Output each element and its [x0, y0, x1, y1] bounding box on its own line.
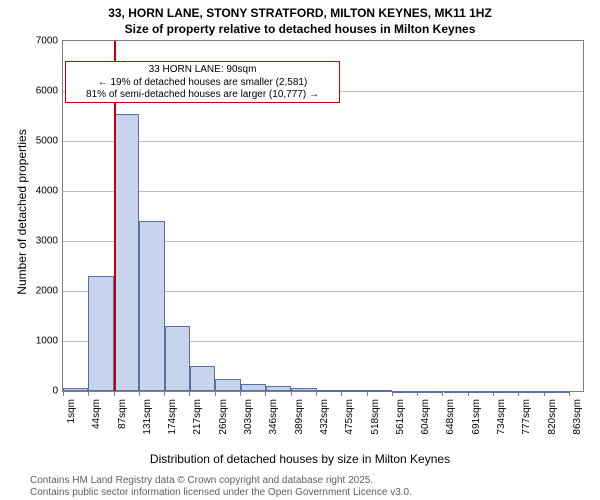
y-tick-label: 4000 — [23, 186, 58, 197]
x-tick-label: 346sqm — [268, 399, 279, 435]
x-tick-label: 604sqm — [420, 399, 431, 435]
histogram-bar — [114, 114, 139, 392]
x-tick-label: 217sqm — [192, 399, 203, 435]
x-tick-label: 44sqm — [91, 399, 102, 429]
x-tick-label: 691sqm — [471, 399, 482, 435]
x-tick-label: 648sqm — [445, 399, 456, 435]
annotation-line1: 33 HORN LANE: 90sqm — [68, 64, 337, 77]
x-tick-label: 174sqm — [167, 399, 178, 435]
chart-container: 33, HORN LANE, STONY STRATFORD, MILTON K… — [0, 0, 600, 500]
y-tick-label: 0 — [23, 386, 58, 397]
x-tick-label: 777sqm — [521, 399, 532, 435]
x-tick-label: 518sqm — [370, 399, 381, 435]
x-tick — [316, 391, 317, 396]
y-tick-label: 7000 — [23, 36, 58, 47]
histogram-bar — [317, 390, 342, 392]
histogram-bar — [545, 391, 570, 393]
x-tick-label: 475sqm — [344, 399, 355, 435]
histogram-bar — [165, 326, 190, 391]
histogram-bar — [519, 391, 544, 393]
x-tick — [164, 391, 165, 396]
x-tick-label: 87sqm — [117, 399, 128, 429]
x-tick-label: 131sqm — [142, 399, 153, 435]
y-tick-label: 6000 — [23, 86, 58, 97]
x-tick — [139, 391, 140, 396]
x-tick-label: 734sqm — [496, 399, 507, 435]
y-gridline — [63, 191, 583, 192]
histogram-bar — [367, 390, 392, 392]
y-tick-label: 3000 — [23, 236, 58, 247]
x-tick-label: 260sqm — [218, 399, 229, 435]
histogram-bar — [63, 388, 88, 392]
histogram-bar — [392, 391, 417, 393]
x-tick-label: 432sqm — [319, 399, 330, 435]
chart-title-line2: Size of property relative to detached ho… — [0, 22, 600, 36]
annotation-box: 33 HORN LANE: 90sqm← 19% of detached hou… — [65, 61, 340, 103]
x-tick — [265, 391, 266, 396]
x-tick — [63, 391, 64, 396]
x-tick — [240, 391, 241, 396]
histogram-bar — [215, 379, 240, 392]
x-tick-label: 820sqm — [547, 399, 558, 435]
x-tick — [88, 391, 89, 396]
footer-line1: Contains HM Land Registry data © Crown c… — [30, 475, 373, 486]
histogram-bar — [418, 391, 443, 393]
histogram-bar — [291, 388, 316, 391]
x-tick — [114, 391, 115, 396]
chart-title-line1: 33, HORN LANE, STONY STRATFORD, MILTON K… — [0, 6, 600, 20]
annotation-line3: 81% of semi-detached houses are larger (… — [68, 89, 337, 102]
x-tick-label: 863sqm — [572, 399, 583, 435]
x-tick — [291, 391, 292, 396]
y-tick-label: 2000 — [23, 286, 58, 297]
x-axis-label: Distribution of detached houses by size … — [0, 452, 600, 466]
histogram-bar — [494, 391, 519, 393]
x-tick — [215, 391, 216, 396]
histogram-bar — [266, 386, 291, 391]
x-tick-label: 1sqm — [66, 399, 77, 423]
y-tick-label: 5000 — [23, 136, 58, 147]
x-tick-label: 303sqm — [243, 399, 254, 435]
histogram-bar — [342, 390, 367, 392]
histogram-bar — [241, 384, 266, 392]
footer-line2: Contains public sector information licen… — [30, 487, 412, 498]
x-tick-label: 389sqm — [294, 399, 305, 435]
histogram-bar — [469, 391, 494, 393]
histogram-bar — [190, 366, 215, 391]
histogram-bar — [139, 221, 164, 391]
x-tick — [189, 391, 190, 396]
y-gridline — [63, 141, 583, 142]
histogram-bar — [88, 276, 113, 391]
plot-area: 010002000300040005000600070001sqm44sqm87… — [62, 40, 584, 392]
x-tick-label: 561sqm — [395, 399, 406, 435]
histogram-bar — [444, 391, 469, 393]
annotation-line2: ← 19% of detached houses are smaller (2,… — [68, 77, 337, 90]
y-tick-label: 1000 — [23, 336, 58, 347]
